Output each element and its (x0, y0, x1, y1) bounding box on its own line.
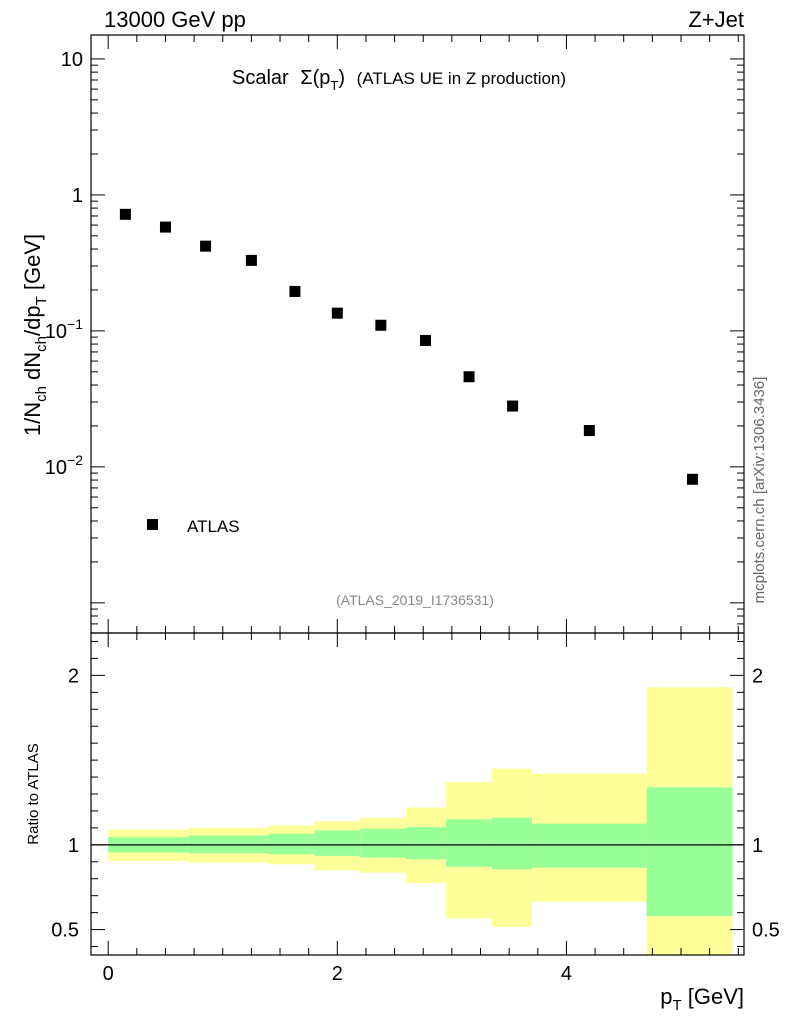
ratio-y-axis-label: Ratio to ATLAS (25, 743, 42, 844)
main-y-tick-label: 10−2 (45, 452, 83, 479)
ratio-panel: Ratio to ATLAS pT [GeV] 0.5 0.5 1 1 2 2 0 2 4 (25, 632, 780, 1014)
inner-uncertainty-band (406, 827, 447, 860)
data-point (289, 285, 301, 297)
data-point (200, 240, 212, 252)
ratio-y-tick-label: 0.5 (51, 920, 79, 942)
data-point (159, 221, 171, 233)
data-point (119, 208, 131, 220)
ratio-y-tick-label-right: 2 (752, 665, 763, 687)
inner-uncertainty-band (532, 823, 647, 868)
x-tick-label: 0 (103, 963, 114, 985)
x-tick-label: 4 (561, 963, 572, 985)
legend-label: ATLAS (187, 517, 240, 536)
data-point (507, 400, 519, 412)
data-point (583, 425, 595, 437)
main-y-axis-label: 1/Nch dNch/dpT [GeV] (20, 234, 50, 436)
x-axis-label: pT [GeV] (660, 984, 744, 1014)
main-y-tick-label: 10 (61, 49, 83, 71)
main-panel: Scalar Σ(pT) (ATLAS UE in Z production) … (20, 34, 745, 634)
inner-uncertainty-band (314, 830, 361, 856)
inner-uncertainty-band (360, 828, 407, 858)
data-point (420, 334, 432, 346)
plot-title: Scalar Σ(pT) (ATLAS UE in Z production) (232, 67, 566, 93)
watermark-text: mcplots.cern.ch [arXiv:1306.3436] (751, 377, 768, 604)
data-point (375, 319, 387, 331)
inner-uncertainty-band (491, 817, 533, 870)
main-y-tick-label: 1 (72, 185, 83, 207)
inner-uncertainty-band (646, 787, 733, 917)
process-label: Z+Jet (688, 7, 744, 32)
main-plot-frame (90, 34, 745, 634)
data-point (245, 254, 257, 266)
ratio-bands (108, 687, 733, 955)
inner-uncertainty-band (268, 833, 315, 855)
ratio-y-tick-label-right: 0.5 (752, 920, 780, 942)
legend-marker (147, 519, 158, 530)
ratio-y-tick-label-right: 1 (752, 835, 763, 857)
ratio-y-tick-label: 1 (68, 835, 79, 857)
ratio-y-tick-label: 2 (68, 665, 79, 687)
inner-uncertainty-band (446, 819, 492, 867)
energy-label: 13000 GeV pp (104, 7, 246, 32)
main-y-tick-label: 10−1 (45, 316, 83, 343)
data-point (331, 307, 343, 319)
data-point (686, 473, 698, 485)
analysis-id-label: (ATLAS_2019_I1736531) (336, 592, 494, 608)
data-point (463, 371, 475, 383)
x-tick-label: 2 (332, 963, 343, 985)
